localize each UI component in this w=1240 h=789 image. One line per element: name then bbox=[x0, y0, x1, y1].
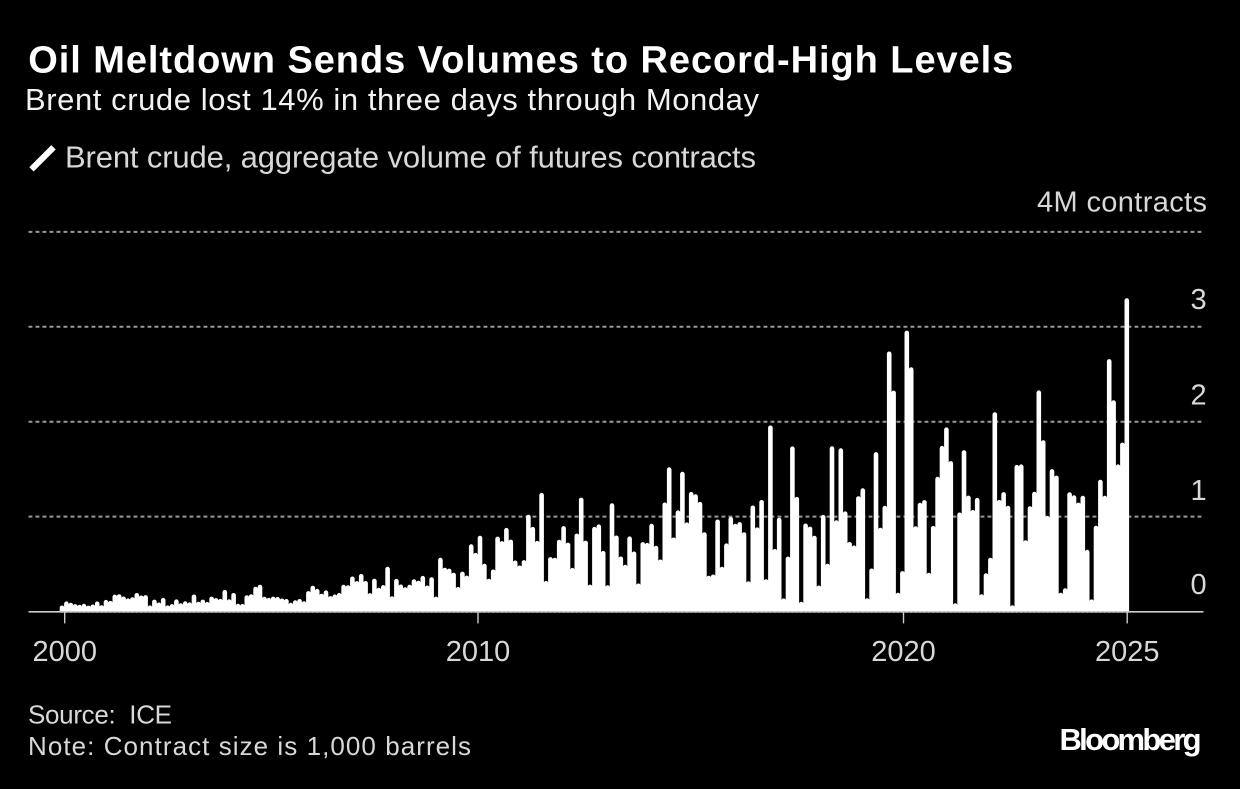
svg-text:3: 3 bbox=[1191, 284, 1207, 316]
svg-text:Oil Meltdown Sends Volumes to: Oil Meltdown Sends Volumes to Record-Hig… bbox=[28, 40, 1013, 82]
svg-text:Brent crude lost 14% in three: Brent crude lost 14% in three days throu… bbox=[25, 82, 760, 117]
svg-text:Note: Contract size is 1,000 b: Note: Contract size is 1,000 barrels bbox=[28, 731, 471, 761]
svg-text:2020: 2020 bbox=[871, 636, 936, 668]
svg-text:Source: ICE: Source: ICE bbox=[28, 700, 172, 730]
svg-text:1: 1 bbox=[1191, 475, 1207, 507]
svg-text:2010: 2010 bbox=[446, 636, 511, 668]
svg-text:4M contracts: 4M contracts bbox=[1037, 187, 1207, 219]
svg-text:0: 0 bbox=[1191, 569, 1207, 601]
svg-text:2025: 2025 bbox=[1095, 636, 1160, 668]
svg-text:Brent crude, aggregate volume: Brent crude, aggregate volume of futures… bbox=[65, 140, 756, 175]
svg-text:2000: 2000 bbox=[32, 636, 97, 668]
svg-text:2: 2 bbox=[1191, 379, 1207, 411]
svg-text:Bloomberg: Bloomberg bbox=[1060, 722, 1202, 757]
